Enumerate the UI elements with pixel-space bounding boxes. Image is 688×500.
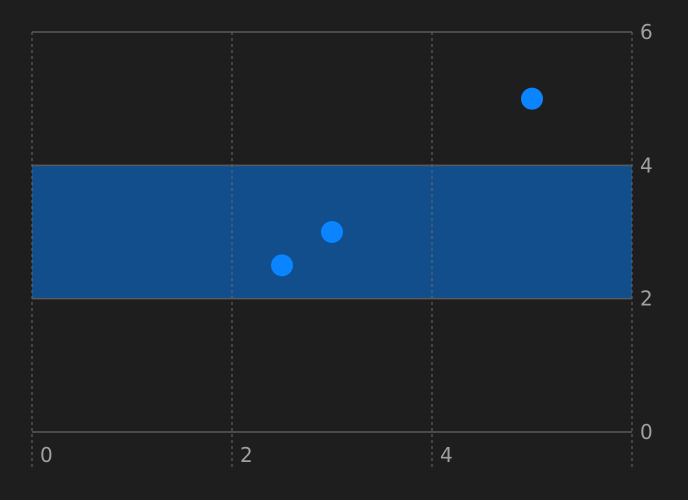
y-tick-label: 0 — [640, 420, 653, 444]
y-tick-label: 6 — [640, 20, 653, 44]
y-tick-label: 4 — [640, 153, 653, 177]
labels-layer: 0 2 4 0 2 4 6 — [40, 20, 653, 467]
grid-layer — [31, 32, 633, 468]
x-tick-label: 4 — [440, 443, 453, 467]
axis-layer — [32, 31, 632, 433]
data-point — [271, 254, 293, 277]
y-tick-label: 2 — [640, 287, 653, 311]
x-tick-label: 2 — [240, 443, 253, 467]
points-layer — [271, 87, 543, 277]
data-point — [321, 221, 343, 243]
data-point — [521, 87, 543, 110]
x-tick-label: 0 — [40, 443, 53, 467]
